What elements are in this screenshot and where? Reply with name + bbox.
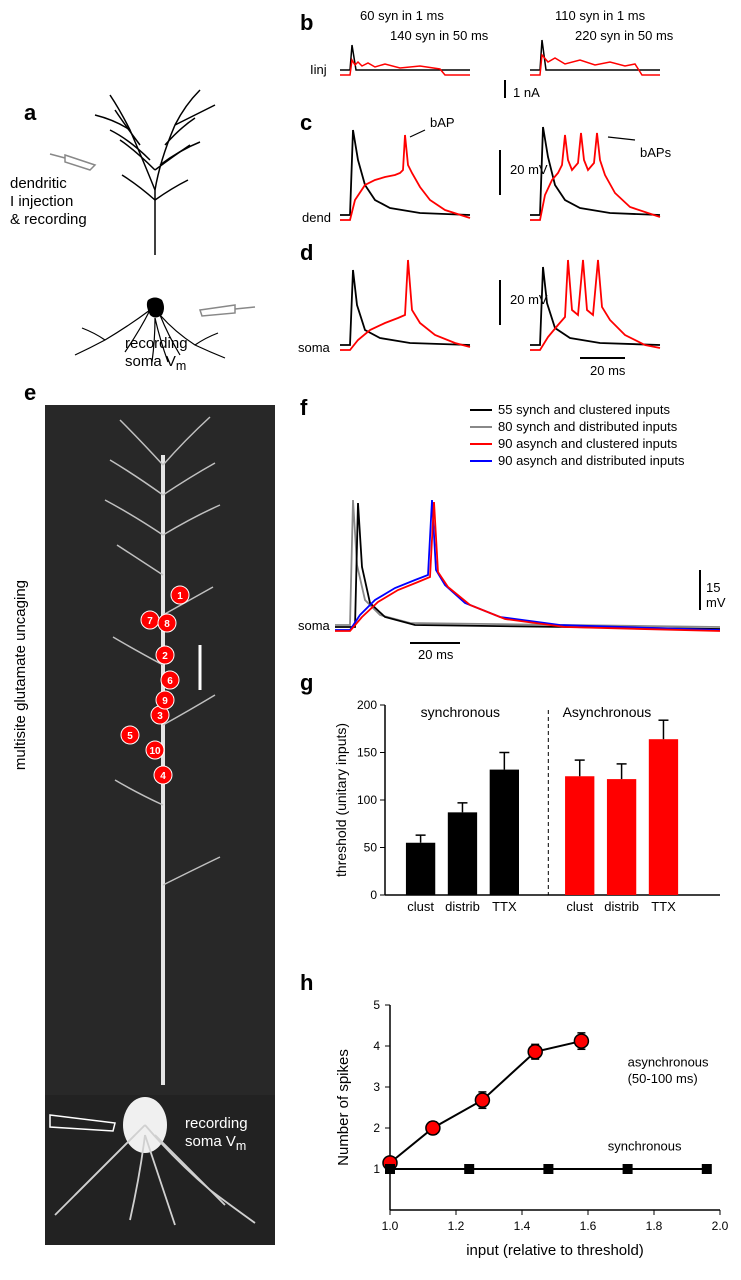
panel-e-label1: recording: [185, 1115, 248, 1132]
svg-text:50: 50: [364, 841, 378, 855]
panel-c-ylabel: dend: [302, 210, 331, 225]
panel-e-label2: soma Vm: [185, 1133, 246, 1153]
svg-text:10: 10: [149, 746, 161, 757]
panel-b-ylabel: Iinj: [310, 62, 327, 77]
panel-b-right-top: 110 syn in 1 ms: [555, 8, 645, 23]
svg-text:0: 0: [370, 888, 377, 902]
panel-a-label3: & recording: [10, 211, 87, 228]
svg-text:2: 2: [373, 1121, 380, 1135]
panel-e-side-label: multisite glutamate uncaging: [12, 580, 29, 770]
svg-text:distrib: distrib: [604, 899, 639, 914]
svg-text:(50-100 ms): (50-100 ms): [628, 1071, 698, 1086]
svg-text:threshold (unitary inputs): threshold (unitary inputs): [333, 723, 349, 877]
svg-text:1.6: 1.6: [580, 1219, 597, 1233]
panel-c-bap1: bAP: [430, 115, 455, 130]
svg-text:8: 8: [164, 619, 170, 630]
svg-text:1: 1: [373, 1162, 380, 1176]
svg-text:2: 2: [162, 651, 168, 662]
panel-label-b: b: [300, 10, 313, 36]
panel-b-scale: 1 nA: [513, 85, 540, 100]
svg-text:7: 7: [147, 616, 153, 627]
panel-d-scale-y: 20 mV: [510, 292, 548, 307]
panel-d-ylabel: soma: [298, 340, 330, 355]
panel-label-h: h: [300, 970, 313, 996]
panel-a-label5: soma Vm: [125, 353, 186, 373]
panel-f-ylabel: soma: [298, 618, 330, 633]
panel-g-chart: 0 50 100 150 200 clust distrib TTX clust distrib T…: [330, 695, 730, 945]
svg-text:200: 200: [357, 698, 377, 712]
svg-text:2.0: 2.0: [712, 1219, 729, 1233]
svg-text:6: 6: [167, 676, 173, 687]
svg-text:1.2: 1.2: [448, 1219, 465, 1233]
panel-f-scale-y: 15 mV: [706, 580, 741, 610]
panel-a-label2: I injection: [10, 193, 73, 210]
svg-text:1.8: 1.8: [646, 1219, 663, 1233]
panel-a-label1: dendritic: [10, 175, 67, 192]
panel-b-left-bottom: 140 syn in 50 ms: [390, 28, 488, 43]
panel-c-scale: 20 mV: [510, 162, 548, 177]
panel-h-chart: 1.0 1.2 1.4 1.6 1.8 2.0 1 2 3 4 5 input (relative t…: [330, 995, 730, 1265]
panel-label-c: c: [300, 110, 312, 136]
svg-text:3: 3: [373, 1080, 380, 1094]
panel-label-f: f: [300, 395, 307, 421]
svg-text:4: 4: [373, 1039, 380, 1053]
svg-text:4: 4: [160, 771, 166, 782]
svg-text:1: 1: [177, 591, 183, 602]
svg-text:1.4: 1.4: [514, 1219, 531, 1233]
panel-f-scale-x: 20 ms: [418, 647, 453, 662]
panel-label-d: d: [300, 240, 313, 266]
svg-text:1.0: 1.0: [382, 1219, 399, 1233]
svg-text:Asynchronous: Asynchronous: [563, 704, 652, 720]
svg-text:distrib: distrib: [445, 899, 480, 914]
svg-text:clust: clust: [407, 899, 434, 914]
panel-b-left-top: 60 syn in 1 ms: [360, 8, 444, 23]
svg-text:100: 100: [357, 793, 377, 807]
panel-a-label4: recording: [125, 335, 188, 352]
svg-text:Number of spikes: Number of spikes: [335, 1049, 352, 1166]
svg-text:5: 5: [373, 998, 380, 1012]
panel-b-right-bottom: 220 syn in 50 ms: [575, 28, 673, 43]
panel-f-legend: 55 synch and clustered inputs80 synch an…: [470, 402, 684, 470]
panel-label-g: g: [300, 670, 313, 696]
panel-d-scale-x: 20 ms: [590, 363, 625, 378]
svg-text:input (relative to threshold): input (relative to threshold): [466, 1242, 644, 1259]
svg-text:TTX: TTX: [492, 899, 517, 914]
svg-text:3: 3: [157, 711, 163, 722]
panel-f-traces: [320, 475, 730, 655]
panel-c-bap2: bAPs: [640, 145, 671, 160]
svg-text:150: 150: [357, 746, 377, 760]
svg-text:asynchronous: asynchronous: [628, 1055, 709, 1070]
svg-text:5: 5: [127, 731, 133, 742]
svg-text:clust: clust: [566, 899, 593, 914]
svg-text:TTX: TTX: [651, 899, 676, 914]
panel-label-a: a: [24, 100, 36, 126]
svg-text:synchronous: synchronous: [421, 704, 500, 720]
svg-text:9: 9: [162, 696, 168, 707]
panel-label-e: e: [24, 380, 36, 406]
svg-text:synchronous: synchronous: [608, 1139, 682, 1154]
